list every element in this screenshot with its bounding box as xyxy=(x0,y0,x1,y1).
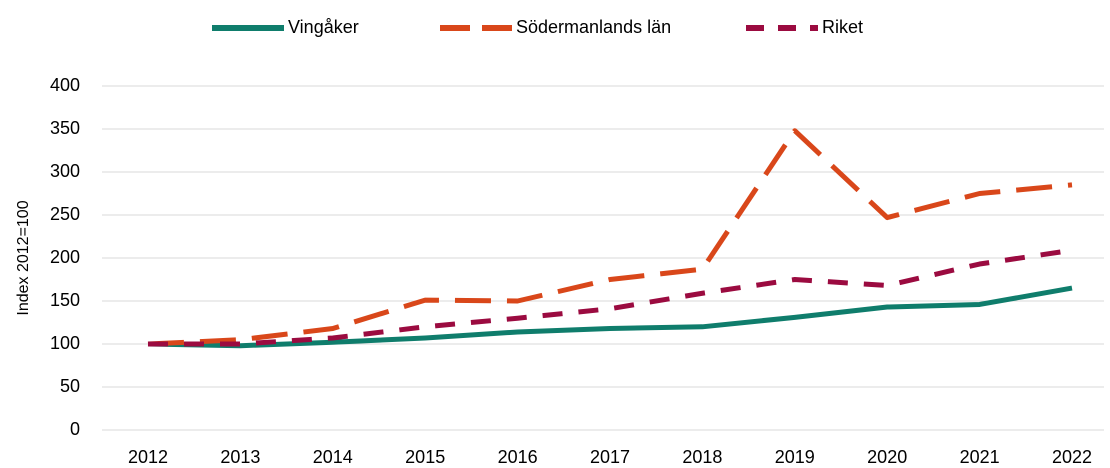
x-tick-label: 2014 xyxy=(313,447,353,467)
x-tick-label: 2019 xyxy=(775,447,815,467)
x-tick-label: 2013 xyxy=(220,447,260,467)
x-tick-label: 2016 xyxy=(498,447,538,467)
y-tick-label: 0 xyxy=(70,419,80,439)
y-tick-label: 400 xyxy=(50,75,80,95)
legend-label: Södermanlands län xyxy=(516,17,671,37)
x-tick-label: 2021 xyxy=(960,447,1000,467)
x-tick-label: 2020 xyxy=(867,447,907,467)
x-tick-label: 2017 xyxy=(590,447,630,467)
legend-label: Vingåker xyxy=(288,17,359,37)
series-line xyxy=(147,128,1073,347)
series-line xyxy=(148,247,1073,347)
y-axis-label: Index 2012=100 xyxy=(15,200,32,315)
series-line xyxy=(147,285,1073,349)
y-tick-label: 200 xyxy=(50,247,80,267)
y-tick-label: 150 xyxy=(50,290,80,310)
y-tick-label: 50 xyxy=(60,376,80,396)
legend-label: Riket xyxy=(822,17,863,37)
x-tick-label: 2018 xyxy=(682,447,722,467)
x-tick-label: 2022 xyxy=(1052,447,1092,467)
y-tick-label: 250 xyxy=(50,204,80,224)
x-tick-label: 2015 xyxy=(405,447,445,467)
y-tick-label: 350 xyxy=(50,118,80,138)
y-tick-label: 100 xyxy=(50,333,80,353)
y-tick-label: 300 xyxy=(50,161,80,181)
x-tick-label: 2012 xyxy=(128,447,168,467)
